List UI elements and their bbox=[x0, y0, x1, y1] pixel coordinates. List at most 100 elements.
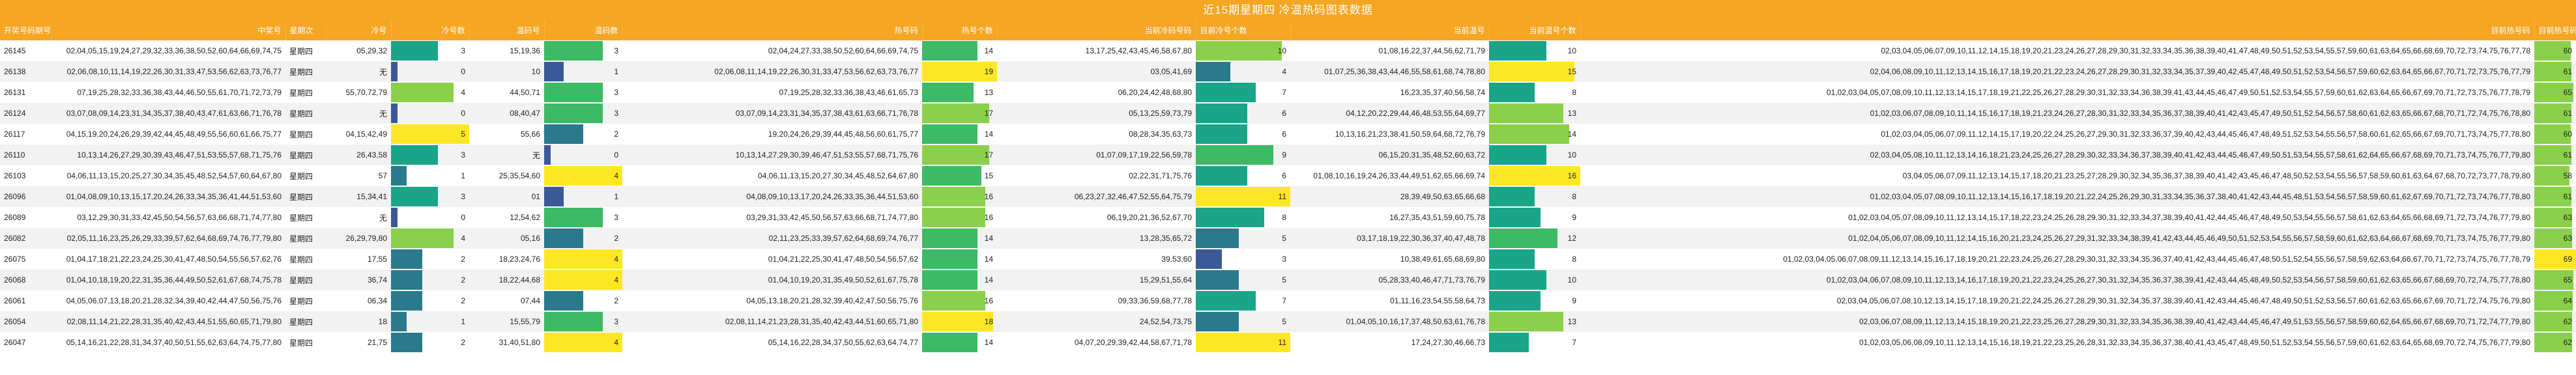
bar-value: 5 bbox=[1282, 275, 1286, 285]
weekday-cell: 星期四 bbox=[285, 145, 326, 165]
warm-numbers-cell: 44,50,71 bbox=[469, 82, 544, 103]
bar-fill bbox=[2534, 187, 2571, 206]
col-header-cur-cold[interactable]: 当前冷码号码 bbox=[997, 20, 1196, 40]
cold-numbers-cell: 17,55 bbox=[326, 249, 391, 270]
col-header-hot[interactable]: 热号码 bbox=[622, 20, 923, 40]
bar-value: 13 bbox=[984, 88, 993, 97]
table-row[interactable]: 26089 03,12,29,30,31,33,42,45,50,54,56,57… bbox=[0, 207, 2576, 228]
issue-cell: 26096 bbox=[0, 186, 51, 207]
current-cold-count-bar: 5 bbox=[1196, 311, 1290, 332]
col-header-hot-count[interactable]: 热号个数 bbox=[922, 20, 998, 40]
col-header-cur-hot-count[interactable]: 目前热号码数量 bbox=[2534, 20, 2576, 40]
weekday-cell: 星期四 bbox=[285, 207, 326, 228]
current-cold-numbers-cell: 02,22,31,71,75,76 bbox=[997, 165, 1196, 186]
table-row[interactable]: 26124 03,07,08,09,14,23,31,34,35,37,38,40… bbox=[0, 103, 2576, 124]
current-hot-count-bar: 62 bbox=[2534, 311, 2576, 332]
table-row[interactable]: 26068 01,04,10,18,19,20,22,31,35,36,44,49… bbox=[0, 270, 2576, 290]
current-cold-numbers-cell: 15,29,51,55,64 bbox=[997, 270, 1196, 290]
cold-numbers-cell: 无 bbox=[326, 103, 391, 124]
current-warm-count-bar: 15 bbox=[1489, 61, 1580, 82]
warm-count-bar: 3 bbox=[544, 311, 622, 332]
bar-fill bbox=[1196, 62, 1230, 81]
table-row[interactable]: 26138 02,06,08,10,11,14,19,22,26,30,31,33… bbox=[0, 61, 2576, 82]
bar-fill bbox=[1196, 166, 1248, 186]
cold-numbers-cell: 15,34,41 bbox=[326, 186, 391, 207]
cold-count-bar: 3 bbox=[391, 186, 469, 207]
col-header-cold-count[interactable]: 冷号数 bbox=[391, 20, 470, 40]
cold-numbers-cell: 04,15,42,49 bbox=[326, 124, 391, 145]
bar-value: 13 bbox=[1567, 109, 1576, 118]
current-hot-count-bar: 64 bbox=[2534, 290, 2576, 311]
table-row[interactable]: 26145 02,04,05,15,19,24,27,29,32,33,36,38… bbox=[0, 40, 2576, 61]
header-row: 开奖号码期号 中奖号 星期次 冷号 冷号数 温码号 温码数 热号码 热号个数 当… bbox=[0, 20, 2576, 40]
table-row[interactable]: 26110 10,13,14,26,27,29,30,39,43,46,47,51… bbox=[0, 145, 2576, 165]
current-cold-count-bar: 6 bbox=[1196, 103, 1290, 124]
hot-count-bar: 17 bbox=[922, 145, 997, 165]
warm-numbers-cell: 10 bbox=[469, 61, 544, 82]
bar-value: 4 bbox=[614, 275, 618, 285]
col-header-warm[interactable]: 温码号 bbox=[469, 20, 545, 40]
current-cold-count-bar: 5 bbox=[1196, 228, 1290, 249]
col-header-warm-count[interactable]: 温码数 bbox=[544, 20, 623, 40]
current-warm-numbers-cell: 16,23,35,37,40,56,58,74 bbox=[1290, 82, 1489, 103]
table-row[interactable]: 26103 04,06,11,13,15,20,25,27,30,34,35,45… bbox=[0, 165, 2576, 186]
draw-numbers-cell: 10,13,14,26,27,29,30,39,43,46,47,51,53,5… bbox=[51, 145, 285, 165]
cold-count-bar: 4 bbox=[391, 228, 469, 249]
bar-fill bbox=[391, 208, 398, 227]
col-header-issue[interactable]: 开奖号码期号 bbox=[0, 20, 51, 40]
bar-value: 9 bbox=[1572, 296, 1576, 305]
current-cold-numbers-cell: 01,07,09,17,19,22,56,59,78 bbox=[997, 145, 1196, 165]
current-cold-numbers-cell: 39,53,60 bbox=[997, 249, 1196, 270]
current-hot-numbers-cell: 02,03,04,05,06,07,08,10,12,13,14,15,17,1… bbox=[1580, 290, 2534, 311]
cold-numbers-cell: 05,29,32 bbox=[326, 40, 391, 61]
table-row[interactable]: 26061 04,05,06,07,13,18,20,21,28,32,34,39… bbox=[0, 290, 2576, 311]
hot-numbers-cell: 01,04,10,19,20,31,35,49,50,52,61,67,75,7… bbox=[622, 270, 922, 290]
col-header-draw[interactable]: 中奖号 bbox=[51, 20, 286, 40]
bar-fill bbox=[1489, 291, 1541, 311]
warm-numbers-cell: 18,22,44,68 bbox=[469, 270, 544, 290]
bar-fill bbox=[922, 270, 977, 290]
col-header-cur-warm[interactable]: 当前温号 bbox=[1290, 20, 1490, 40]
warm-count-bar: 3 bbox=[544, 207, 622, 228]
bar-fill bbox=[1196, 187, 1290, 206]
current-hot-count-bar: 61 bbox=[2534, 61, 2576, 82]
cold-count-bar: 2 bbox=[391, 332, 469, 353]
bar-value: 1 bbox=[614, 67, 618, 76]
bar-value: 12 bbox=[1567, 234, 1576, 243]
col-header-cur-cold-count[interactable]: 目前冷号个数 bbox=[1196, 20, 1291, 40]
table-row[interactable]: 26096 01,04,08,09,10,13,15,17,20,24,26,33… bbox=[0, 186, 2576, 207]
col-header-cur-warm-count[interactable]: 当前温号个数 bbox=[1489, 20, 1581, 40]
bar-fill bbox=[391, 187, 438, 206]
col-header-cur-hot[interactable]: 目前热号码 bbox=[1580, 20, 2535, 40]
table-row[interactable]: 26054 02,08,11,14,21,22,28,31,35,40,42,43… bbox=[0, 311, 2576, 332]
table-row[interactable]: 26047 05,14,16,21,22,28,31,34,37,40,50,51… bbox=[0, 332, 2576, 353]
current-warm-numbers-cell: 04,12,20,22,29,44,46,48,53,55,64,69,77 bbox=[1290, 103, 1489, 124]
bar-value: 14 bbox=[1567, 130, 1576, 139]
hot-count-bar: 14 bbox=[922, 228, 997, 249]
table-row[interactable]: 26082 02,05,11,16,23,25,26,29,33,39,57,62… bbox=[0, 228, 2576, 249]
current-warm-numbers-cell: 01,11,16,23,54,55,58,64,73 bbox=[1290, 290, 1489, 311]
current-warm-count-bar: 12 bbox=[1489, 228, 1580, 249]
warm-count-bar: 1 bbox=[544, 61, 622, 82]
current-cold-count-bar: 5 bbox=[1196, 270, 1290, 290]
hot-numbers-cell: 04,05,13,18,20,21,28,32,39,40,42,47,50,5… bbox=[622, 290, 922, 311]
current-cold-count-bar: 7 bbox=[1196, 82, 1290, 103]
bar-fill bbox=[544, 124, 583, 144]
col-header-cold[interactable]: 冷号 bbox=[326, 20, 392, 40]
bar-value: 7 bbox=[1282, 296, 1286, 305]
bar-fill bbox=[1196, 291, 1256, 311]
current-cold-count-bar: 6 bbox=[1196, 124, 1290, 145]
col-header-weekday[interactable]: 星期次 bbox=[285, 20, 326, 40]
bar-value: 5 bbox=[1282, 234, 1286, 243]
weekday-cell: 星期四 bbox=[285, 82, 326, 103]
table-row[interactable]: 26075 01,04,17,18,21,22,23,24,25,30,41,47… bbox=[0, 249, 2576, 270]
table-row[interactable]: 26117 04,15,19,20,24,26,29,39,42,44,45,48… bbox=[0, 124, 2576, 145]
bar-value: 9 bbox=[1282, 150, 1286, 160]
table-row[interactable]: 26131 07,19,25,28,32,33,36,38,43,44,46,50… bbox=[0, 82, 2576, 103]
bar-fill bbox=[544, 62, 564, 81]
current-cold-numbers-cell: 06,19,20,21,36,52,67,70 bbox=[997, 207, 1196, 228]
current-warm-numbers-cell: 01,04,05,10,16,17,37,48,50,63,61,76,78 bbox=[1290, 311, 1489, 332]
warm-numbers-cell: 07,44 bbox=[469, 290, 544, 311]
draw-numbers-cell: 01,04,17,18,21,22,23,24,25,30,41,47,48,5… bbox=[51, 249, 285, 270]
bar-fill bbox=[544, 41, 603, 61]
